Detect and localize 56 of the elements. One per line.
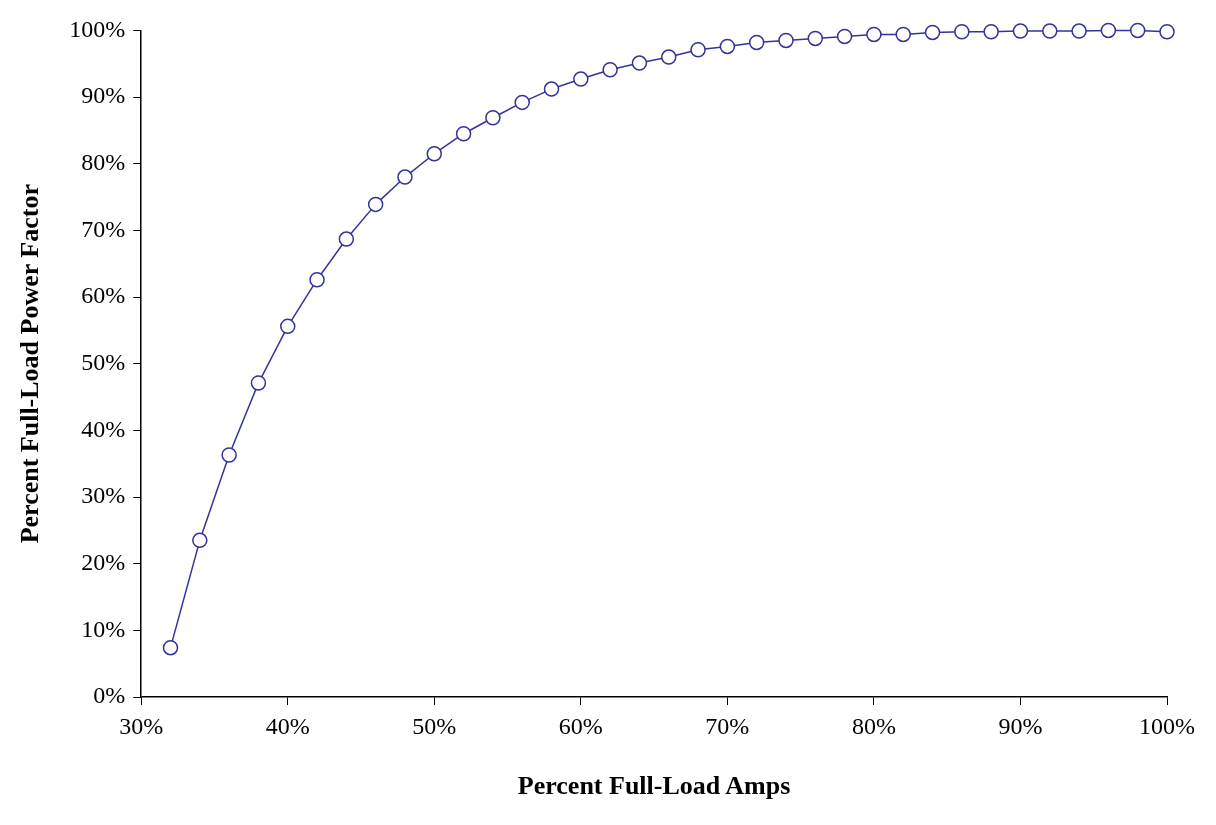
y-tick-label: 100%	[69, 15, 126, 42]
x-tick-label: 60%	[558, 712, 603, 739]
y-tick-label: 0%	[93, 682, 126, 709]
point	[778, 32, 794, 49]
point	[1012, 23, 1029, 39]
y-tick-label: 70%	[81, 215, 126, 242]
point	[1071, 23, 1087, 39]
point	[221, 447, 237, 463]
x-tick-label: 80%	[851, 712, 896, 739]
point	[1100, 22, 1117, 39]
y-tick-label: 60%	[81, 282, 126, 309]
point	[543, 81, 560, 97]
point	[895, 26, 911, 43]
point	[250, 375, 267, 391]
x-tick-label: 70%	[705, 712, 750, 739]
point	[397, 169, 413, 185]
y-tick-label: 10%	[81, 615, 126, 642]
point	[807, 30, 824, 47]
x-tick-label: 90%	[998, 712, 1043, 739]
y-axis-title: Percent Full-Load Power Factor	[15, 184, 45, 544]
point	[690, 41, 706, 58]
point	[631, 55, 648, 71]
point	[1042, 23, 1058, 39]
point	[485, 109, 501, 126]
point	[192, 532, 208, 549]
point	[426, 145, 443, 162]
x-tick-label: 40%	[265, 712, 310, 739]
point	[719, 38, 736, 55]
x-tick-label: 50%	[412, 712, 457, 739]
point	[1129, 22, 1146, 39]
point	[866, 26, 882, 43]
y-tick-label: 20%	[81, 548, 126, 575]
x-tick-label: 30%	[119, 712, 164, 739]
y-tick-label: 50%	[81, 349, 126, 375]
point	[602, 61, 618, 78]
point	[279, 318, 296, 335]
point	[983, 23, 999, 40]
y-tick-label: 90%	[81, 82, 126, 109]
point	[455, 125, 472, 142]
point	[661, 49, 677, 65]
point	[514, 94, 530, 111]
point	[338, 231, 355, 247]
point	[162, 639, 179, 656]
y-tick-label: 30%	[81, 482, 126, 509]
y-tick-label: 40%	[81, 415, 126, 442]
point	[573, 71, 589, 87]
point	[924, 24, 941, 41]
x-axis-title: Percent Full-Load Amps	[517, 771, 791, 801]
point	[954, 23, 970, 40]
point	[309, 271, 325, 288]
x-tick-label: 100%	[1139, 712, 1195, 739]
point	[836, 28, 853, 45]
point	[1159, 23, 1175, 40]
y-tick-label: 80%	[81, 149, 126, 176]
point	[367, 196, 384, 213]
point	[748, 34, 765, 51]
